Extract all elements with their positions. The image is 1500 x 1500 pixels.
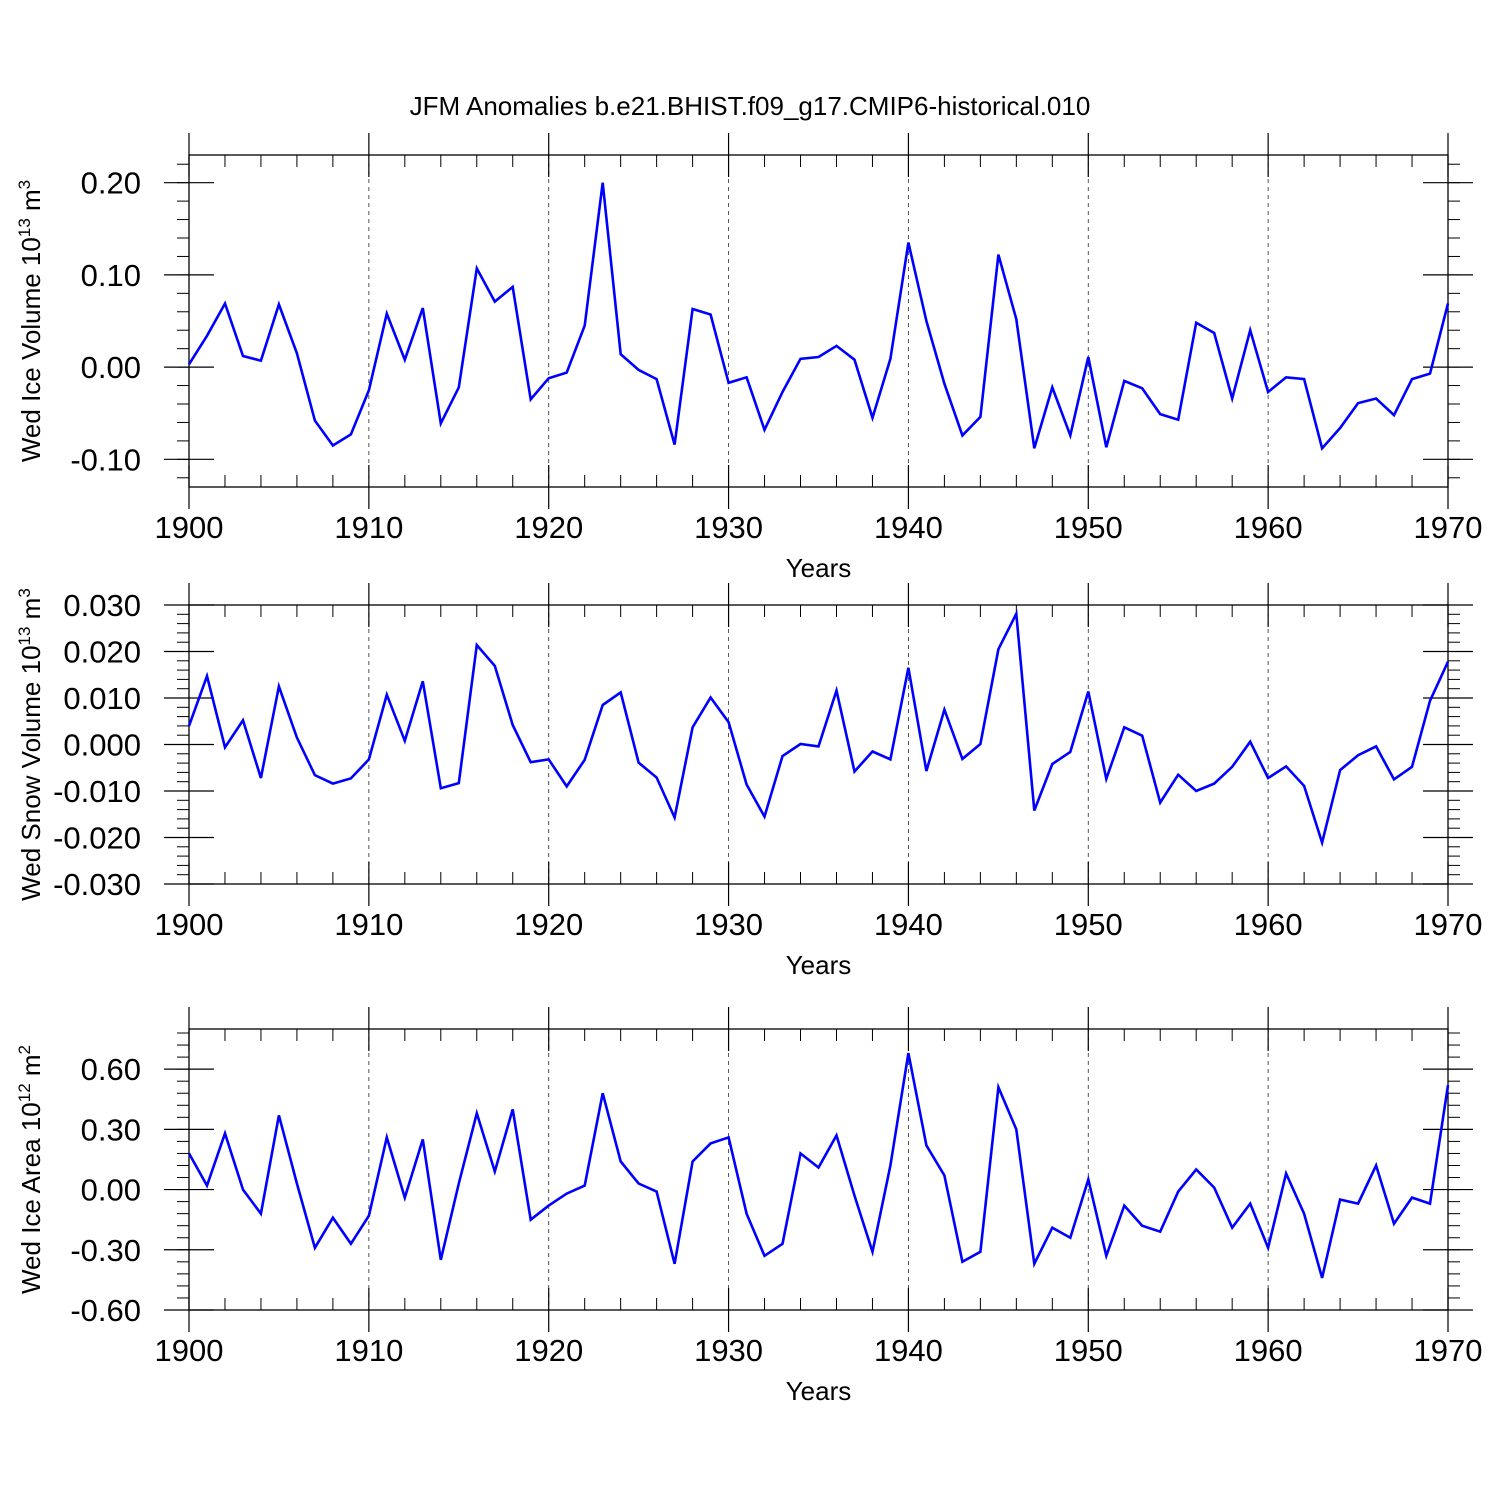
series-line [187, 609, 1450, 848]
x-axis-label: Years [786, 950, 852, 980]
y-tick-label: 0.10 [81, 258, 141, 293]
y-axis-label: Wed Ice Area 1012 m2 [15, 1045, 46, 1294]
x-tick-label: 1940 [874, 907, 943, 942]
x-tick-label: 1910 [334, 907, 403, 942]
y-tick-label: -0.60 [70, 1293, 141, 1328]
x-tick-label: 1910 [334, 510, 403, 545]
series-line [187, 1052, 1450, 1279]
x-tick-label: 1970 [1414, 907, 1483, 942]
y-tick-label: -0.10 [70, 442, 141, 477]
figure-title: JFM Anomalies b.e21.BHIST.f09_g17.CMIP6-… [410, 91, 1091, 121]
y-tick-label: 0.010 [63, 681, 141, 716]
y-tick-label: -0.30 [70, 1233, 141, 1268]
x-tick-label: 1920 [514, 907, 583, 942]
y-tick-label: 0.00 [81, 1173, 141, 1208]
x-tick-label: 1920 [514, 510, 583, 545]
y-tick-label: 0.020 [63, 635, 141, 670]
y-tick-label: 0.30 [81, 1112, 141, 1147]
y-tick-label: 0.00 [81, 350, 141, 385]
x-axis-label: Years [786, 553, 852, 583]
y-tick-label: -0.030 [53, 867, 141, 902]
x-tick-label: 1930 [694, 907, 763, 942]
x-tick-label: 1900 [155, 1333, 224, 1368]
x-axis-label: Years [786, 1376, 852, 1406]
x-tick-label: 1950 [1054, 1333, 1123, 1368]
x-tick-label: 1930 [694, 1333, 763, 1368]
x-tick-label: 1970 [1414, 510, 1483, 545]
x-tick-label: 1930 [694, 510, 763, 545]
y-tick-label: -0.010 [53, 774, 141, 809]
x-tick-label: 1910 [334, 1333, 403, 1368]
y-axis-label: Wed Ice Volume 1013 m3 [15, 180, 46, 462]
x-tick-label: 1900 [155, 510, 224, 545]
x-tick-label: 1940 [874, 510, 943, 545]
plot-frame [188, 154, 1449, 488]
x-tick-label: 1960 [1234, 1333, 1303, 1368]
y-tick-label: 0.000 [63, 728, 141, 763]
x-tick-label: 1900 [155, 907, 224, 942]
x-tick-label: 1950 [1054, 510, 1123, 545]
series-line [187, 182, 1450, 451]
x-tick-label: 1950 [1054, 907, 1123, 942]
y-tick-label: -0.020 [53, 821, 141, 856]
x-tick-label: 1920 [514, 1333, 583, 1368]
x-tick-label: 1960 [1234, 907, 1303, 942]
y-tick-label: 0.20 [81, 166, 141, 201]
x-tick-label: 1970 [1414, 1333, 1483, 1368]
x-tick-label: 1960 [1234, 510, 1303, 545]
chart-panel-1: 1900 1910 1920 1930 1940 1950 1960 1970 -0.10 0.0… [15, 133, 1482, 583]
y-axis-label: Wed Snow Volume 1013 m3 [15, 588, 46, 901]
chart-panel-2: 1900 1910 1920 1930 1940 1950 1960 1970 -0.030 -0… [15, 583, 1482, 980]
plot-frame [188, 1028, 1449, 1311]
y-tick-label: 0.60 [81, 1052, 141, 1087]
x-tick-label: 1940 [874, 1333, 943, 1368]
y-tick-label: 0.030 [63, 588, 141, 623]
chart-panel-3: 1900 1910 1920 1930 1940 1950 1960 1970 -0.60 -0.… [15, 1007, 1482, 1406]
